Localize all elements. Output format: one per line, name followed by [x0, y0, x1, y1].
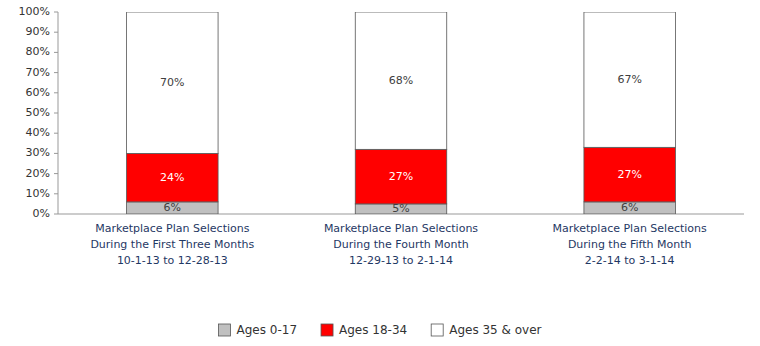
y-tick — [54, 52, 58, 53]
y-tick-label: 80% — [26, 45, 50, 58]
legend-label: Ages 0-17 — [237, 323, 298, 337]
y-tick-label: 20% — [26, 167, 50, 180]
y-tick-label: 70% — [26, 66, 50, 79]
bars — [127, 12, 676, 214]
bar-segment — [584, 202, 675, 214]
y-tick-label: 40% — [26, 126, 50, 139]
y-tick-label: 50% — [26, 106, 50, 119]
data-label: 24% — [160, 171, 184, 184]
x-tick-label-line: Marketplace Plan Selections — [324, 222, 478, 235]
data-label: 5% — [392, 202, 409, 215]
y-tick-label: 0% — [33, 207, 50, 220]
y-tick — [54, 113, 58, 114]
y-tick — [54, 92, 58, 93]
legend-item: Ages 0-17 — [219, 323, 298, 337]
bar-segment — [127, 153, 218, 201]
bar-segment — [355, 149, 446, 204]
x-tick-label-line: During the First Three Months — [90, 238, 254, 251]
y-tick-label: 60% — [26, 86, 50, 99]
x-tick-label-line: 10-1-13 to 12-28-13 — [117, 254, 228, 267]
y-tick — [54, 72, 58, 73]
x-tick-label-line: 12-29-13 to 2-1-14 — [349, 254, 453, 267]
y-tick — [54, 173, 58, 174]
data-label: 27% — [389, 170, 413, 183]
x-tick-label-line: Marketplace Plan Selections — [553, 222, 707, 235]
legend-item: Ages 18-34 — [321, 323, 407, 337]
bar-segment — [584, 12, 675, 147]
data-label: 6% — [621, 201, 638, 214]
legend-item: Ages 35 & over — [431, 323, 541, 337]
legend-swatch — [219, 324, 231, 336]
y-tick-label: 100% — [19, 5, 50, 18]
legend-label: Ages 18-34 — [339, 323, 407, 337]
bar-segment — [127, 12, 218, 153]
y-tick — [54, 133, 58, 134]
y-tick — [54, 193, 58, 194]
x-axis-labels: Marketplace Plan Selections During the Fi… — [90, 222, 707, 267]
y-tick-label: 30% — [26, 146, 50, 159]
data-label: 6% — [164, 201, 181, 214]
legend: Ages 0-17 Ages 18-34 Ages 35 & over — [219, 323, 542, 337]
y-tick — [54, 12, 58, 13]
bar-segment — [127, 202, 218, 214]
legend-swatch — [321, 324, 333, 336]
x-tick-label: Marketplace Plan Selections During the Fi… — [553, 222, 707, 267]
y-axis: 0% 10% 20% 30% 40% 50% 60% 70% 80% 90% 100% — [19, 5, 58, 220]
data-label: 70% — [160, 76, 184, 89]
bar-segment — [584, 147, 675, 202]
data-label: 67% — [617, 73, 641, 86]
x-tick-label-line: Marketplace Plan Selections — [95, 222, 249, 235]
data-labels: 6% 5% 6% 24% 27% 27% 70% 68% 67% — [160, 73, 642, 215]
y-tick — [54, 153, 58, 154]
bar-segment — [355, 12, 446, 149]
x-tick-label: Marketplace Plan Selections During the Fi… — [90, 222, 254, 267]
x-tick-label-line: 2-2-14 to 3-1-14 — [585, 254, 675, 267]
legend-swatch — [431, 324, 443, 336]
x-tick-label-line: During the Fifth Month — [568, 238, 692, 251]
data-label: 68% — [389, 74, 413, 87]
chart: 0% 10% 20% 30% 40% 50% 60% 70% 80% 90% 100% 6% 5% 6% 2… — [0, 0, 760, 346]
legend-label: Ages 35 & over — [449, 323, 541, 337]
y-tick-label: 90% — [26, 25, 50, 38]
y-tick — [54, 214, 58, 215]
y-tick — [54, 32, 58, 33]
data-label: 27% — [617, 168, 641, 181]
y-tick-label: 10% — [26, 187, 50, 200]
x-tick-label-line: During the Fourth Month — [333, 238, 468, 251]
x-tick-label: Marketplace Plan Selections During the Fo… — [324, 222, 478, 267]
